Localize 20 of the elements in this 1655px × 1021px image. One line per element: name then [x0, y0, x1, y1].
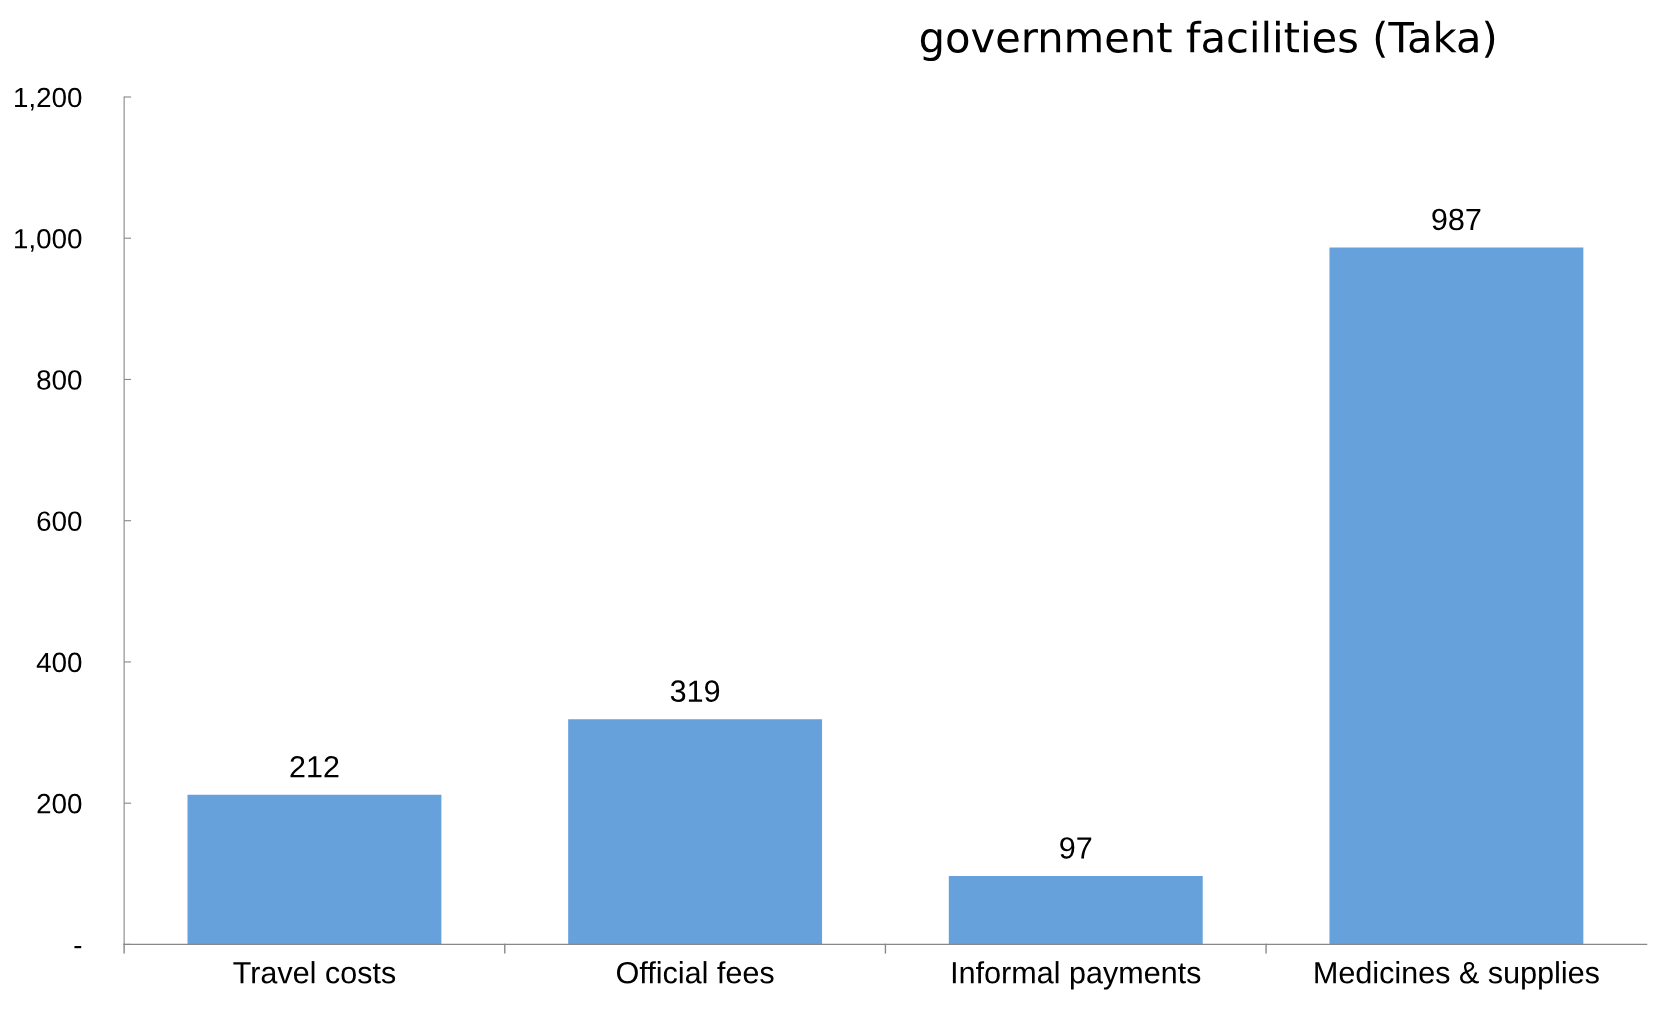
y-tick-label: - [74, 946, 82, 949]
x-tick-label: Medicines & supplies [1315, 961, 1599, 990]
y-tick-label: 600 [37, 511, 82, 532]
bar [187, 794, 442, 945]
data-label: 987 [1432, 208, 1481, 231]
y-tick-label: 1,200 [15, 87, 82, 111]
y-tick-label: 1,000 [15, 228, 82, 252]
x-tick-label: Informal payments [952, 961, 1201, 990]
y-tick-label: 800 [37, 370, 82, 390]
data-label: 319 [670, 680, 720, 702]
x-tick-label: Official fees [617, 961, 774, 984]
bar [568, 719, 823, 945]
x-tick-label: Travel costs [233, 961, 396, 984]
y-tick-label: 200 [37, 793, 82, 814]
bar [1329, 247, 1584, 945]
chart-title: government facilities (Taka) [920, 20, 1495, 61]
bar [948, 875, 1203, 945]
data-label: 97 [1060, 837, 1092, 859]
data-label: 212 [290, 755, 339, 778]
y-tick-label: 400 [36, 652, 82, 673]
